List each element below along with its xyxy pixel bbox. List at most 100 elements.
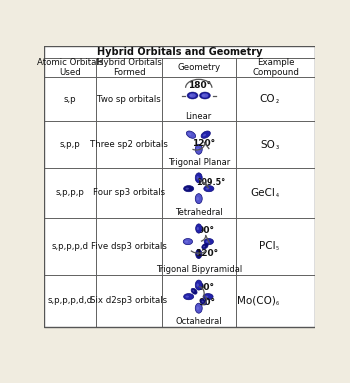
Ellipse shape [196,306,199,310]
Ellipse shape [186,131,196,138]
Ellipse shape [185,241,188,243]
Ellipse shape [202,244,208,249]
Bar [236,168,315,218]
Text: Six d2sp3 orbitals: Six d2sp3 orbitals [90,296,168,305]
Ellipse shape [183,239,192,245]
Ellipse shape [201,299,206,305]
Text: s,p,p,p: s,p,p,p [56,188,85,197]
Text: 90°: 90° [198,283,215,292]
Ellipse shape [203,134,206,136]
Ellipse shape [201,131,210,138]
Text: Atomic Orbitals
Used: Atomic Orbitals Used [37,58,103,77]
Ellipse shape [202,301,204,303]
Text: ₃: ₃ [275,142,279,151]
Text: Four sp3 orbitals: Four sp3 orbitals [93,188,165,197]
Text: s,p,p: s,p,p [60,140,80,149]
Bar [44,46,315,58]
Bar [44,58,97,77]
Ellipse shape [204,239,214,245]
Bar [236,218,315,275]
Bar [97,121,162,168]
Ellipse shape [196,283,199,287]
Ellipse shape [200,93,210,98]
Text: Five dsp3 orbitals: Five dsp3 orbitals [91,242,167,250]
Text: ₅: ₅ [275,243,279,252]
Text: Trigonal Planar: Trigonal Planar [168,158,230,167]
Ellipse shape [184,293,194,300]
Text: Octahedral: Octahedral [175,317,222,326]
Ellipse shape [196,224,202,233]
Ellipse shape [195,144,202,154]
Text: Hybrid Orbitals and Geometry: Hybrid Orbitals and Geometry [97,47,262,57]
Bar [44,121,97,168]
Bar [162,275,236,327]
Bar [162,218,236,275]
Text: 90°: 90° [199,298,216,307]
Ellipse shape [203,246,205,247]
Text: Geometry: Geometry [177,63,220,72]
Ellipse shape [202,93,208,98]
Ellipse shape [184,185,194,192]
Ellipse shape [186,296,189,298]
Bar [236,77,315,121]
Bar [97,275,162,327]
Ellipse shape [195,194,202,204]
Ellipse shape [206,241,209,243]
Text: Mo(CO): Mo(CO) [237,296,275,306]
Ellipse shape [197,252,199,255]
Text: GeCl: GeCl [251,188,275,198]
Text: 90°: 90° [198,226,215,235]
Bar [162,77,236,121]
Bar [162,168,236,218]
Text: s,p,p,p,d,d: s,p,p,p,d,d [48,296,93,305]
Text: Three sp2 orbitals: Three sp2 orbitals [90,140,168,149]
Text: Two sp orbitals: Two sp orbitals [97,95,161,103]
Ellipse shape [196,147,199,151]
Text: s,p,p,p,d: s,p,p,p,d [51,242,89,250]
Text: 180°: 180° [188,81,211,90]
Text: SO: SO [261,139,275,149]
Ellipse shape [188,133,191,136]
Bar [236,121,315,168]
Bar [44,275,97,327]
Ellipse shape [188,93,197,98]
Text: Trigonal Bipyramidal: Trigonal Bipyramidal [156,265,242,274]
Bar [97,218,162,275]
Ellipse shape [195,280,202,290]
Ellipse shape [186,188,189,190]
Text: ₆: ₆ [275,298,279,307]
Text: Example
Compound: Example Compound [252,58,299,77]
Text: Hybrid Orbitals
Formed: Hybrid Orbitals Formed [97,58,161,77]
Ellipse shape [204,185,214,192]
Bar [44,168,97,218]
Bar [44,218,97,275]
Ellipse shape [205,296,208,298]
Text: PCl: PCl [259,241,275,251]
Bar [162,121,236,168]
Ellipse shape [196,176,199,180]
Ellipse shape [199,92,210,99]
Ellipse shape [196,197,199,200]
Ellipse shape [196,249,202,259]
Bar [236,58,315,77]
Bar [236,275,315,327]
Text: ₄: ₄ [275,190,279,199]
Ellipse shape [195,173,202,183]
Ellipse shape [187,92,198,99]
Ellipse shape [205,188,209,190]
Text: ₂: ₂ [275,96,279,105]
Bar [44,77,97,121]
Text: 120°: 120° [195,249,218,258]
Bar [97,168,162,218]
Ellipse shape [189,93,196,98]
Text: 120°: 120° [192,139,215,148]
Bar [97,77,162,121]
Text: 109.5°: 109.5° [197,178,226,187]
Bar [97,58,162,77]
Text: Linear: Linear [186,111,212,121]
Text: s,p: s,p [64,95,76,103]
Text: CO: CO [260,94,275,104]
Ellipse shape [195,303,202,313]
Ellipse shape [189,94,193,97]
Ellipse shape [201,94,205,97]
